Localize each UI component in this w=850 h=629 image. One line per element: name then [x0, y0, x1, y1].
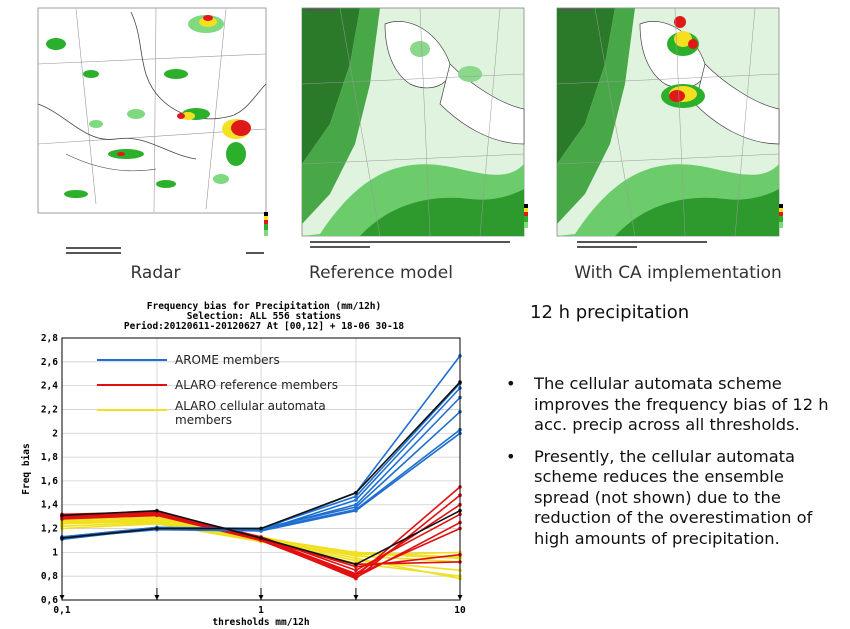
data-point	[155, 513, 159, 518]
data-point	[354, 498, 358, 502]
bullet-dot: •	[506, 446, 516, 466]
y-tick-label: 0,6	[41, 595, 58, 606]
data-point	[155, 518, 159, 522]
x-tick-label: 1	[258, 605, 264, 616]
y-tick-label: 2,4	[41, 381, 58, 392]
legend-label-arome: AROME members	[175, 353, 280, 367]
data-point	[354, 568, 358, 572]
chart-subtitle-1: Selection: ALL 556 stations	[187, 311, 341, 322]
x-tick-label: 10	[454, 605, 466, 616]
y-tick-label: 0,8	[41, 571, 58, 582]
y-tick-label: 2	[52, 428, 58, 439]
bullet-item: • Presently, the cellular automata scheme…	[506, 447, 841, 550]
data-point	[354, 562, 358, 567]
data-point	[155, 522, 159, 526]
map-caption-radar: Radar	[130, 263, 181, 283]
chart-series	[60, 354, 462, 581]
ca-implementation-map-image	[555, 4, 787, 256]
x-tick-arrow	[258, 595, 264, 600]
reference-model-map-image	[300, 4, 532, 256]
bullet-text: Presently, the cellular automata scheme …	[534, 446, 813, 548]
chart-legend: AROME members ALARO reference members AL…	[97, 353, 338, 427]
chart-title: Frequency bias for Precipitation (mm/12h…	[147, 301, 382, 312]
map-ca-implementation	[555, 4, 787, 256]
y-tick-label: 1,4	[41, 500, 58, 511]
data-point	[259, 526, 263, 531]
y-tick-label: 1,8	[41, 452, 58, 463]
side-title: 12 h precipitation	[530, 302, 690, 323]
y-tick-label: 1	[52, 547, 58, 558]
bullet-item: • The cellular automata scheme improves t…	[506, 374, 841, 436]
x-tick-arrow	[353, 595, 359, 600]
y-tick-label: 2,2	[41, 404, 58, 415]
bullet-list: • The cellular automata scheme improves t…	[506, 374, 841, 560]
chart-subtitle-2: Period:20120611-20120627 At [00,12] + 18…	[124, 321, 405, 332]
data-point	[259, 536, 263, 540]
data-point	[354, 556, 358, 561]
data-point	[354, 491, 358, 495]
plot-frame	[61, 337, 461, 601]
radar-map-image	[36, 4, 268, 256]
data-point	[354, 508, 358, 513]
x-tick-arrow	[154, 595, 160, 600]
x-axis-label: thresholds mm/12h	[212, 617, 309, 628]
y-tick-label: 2,8	[41, 333, 58, 344]
data-point	[354, 552, 358, 557]
legend-label-alaro-ca: ALARO cellular automata members	[175, 399, 330, 427]
map-caption-ca: With CA implementation	[574, 263, 782, 283]
map-reference-model	[300, 4, 532, 256]
frequency-bias-chart: Frequency bias for Precipitation (mm/12h…	[21, 301, 466, 628]
x-tick-label: 0,1	[53, 605, 70, 616]
data-point	[354, 573, 358, 577]
chart-ticks: 0,6 0,8 1 1,2 1,4 1,6 1,8 2 2,2 2,4 2,6 2,8 0,1 1 10	[41, 333, 466, 616]
y-tick-label: 2,6	[41, 357, 58, 368]
bullet-text: The cellular automata scheme improves th…	[534, 374, 829, 434]
y-tick-label: 1,2	[41, 524, 58, 535]
data-point	[155, 526, 159, 531]
legend-label-alaro-ref: ALARO reference members	[175, 378, 338, 392]
y-tick-label: 1,6	[41, 476, 58, 487]
map-caption-reference: Reference model	[309, 263, 453, 283]
map-radar	[36, 4, 268, 256]
y-axis-label: Freq bias	[21, 443, 32, 494]
bullet-dot: •	[506, 374, 516, 393]
data-point	[354, 494, 358, 499]
data-point	[155, 508, 159, 513]
